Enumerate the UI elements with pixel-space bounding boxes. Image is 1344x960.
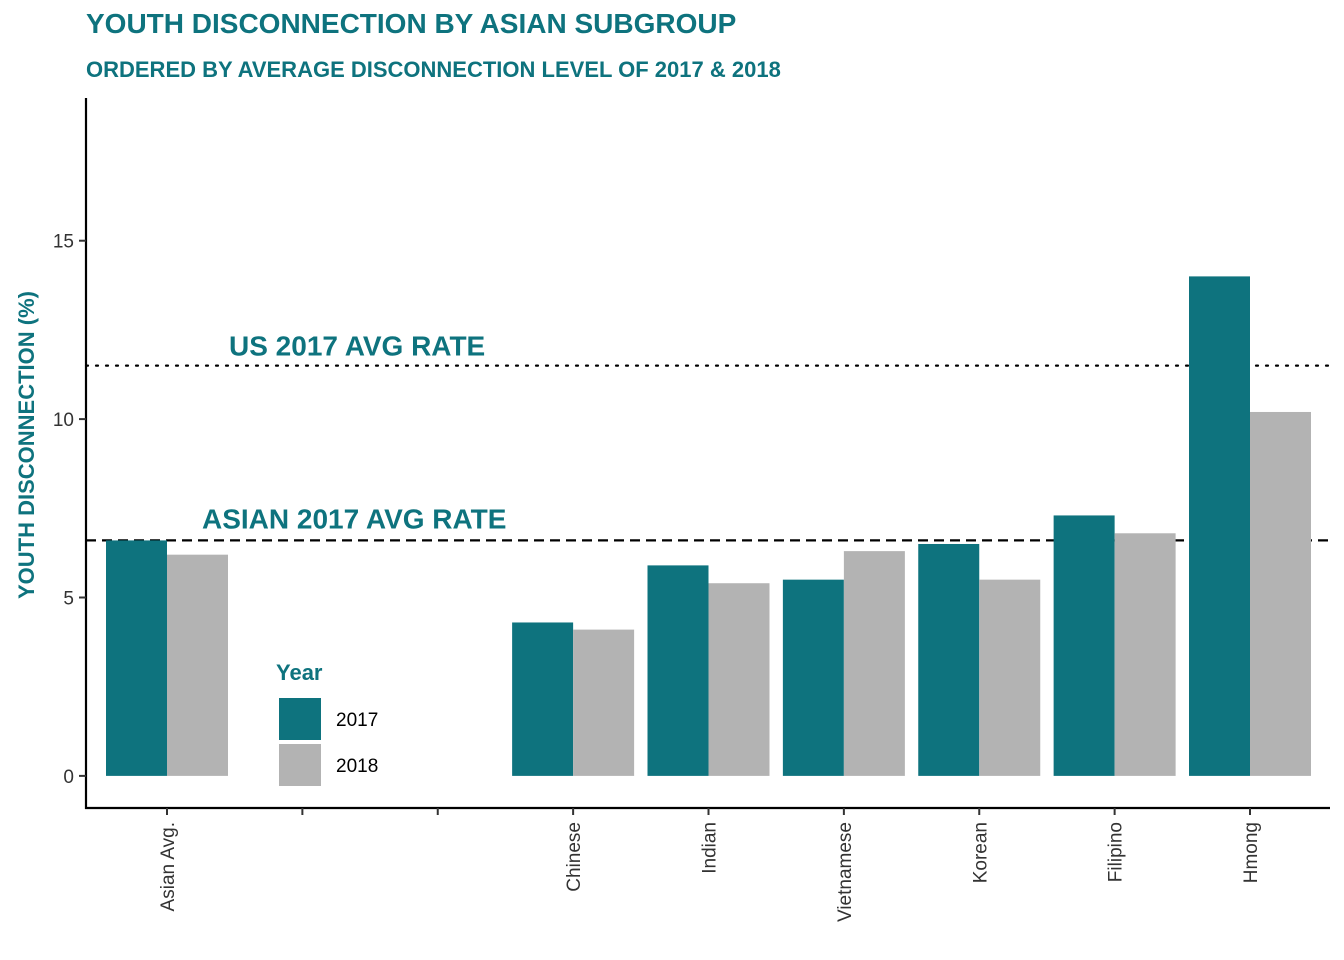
bar-2017-asian-avg- <box>106 540 167 776</box>
legend-title: Year <box>276 660 323 685</box>
y-tick-label: 0 <box>63 767 74 788</box>
bar-2018-filipino <box>1114 533 1176 776</box>
bar-2017-indian <box>647 565 709 776</box>
x-tick-label: Indian <box>700 822 721 874</box>
x-tick-label: Hmong <box>1241 822 1262 883</box>
bar-2018-vietnamese <box>843 551 905 776</box>
bar-2017-hmong <box>1189 276 1250 776</box>
bar-2018-asian-avg- <box>167 554 228 776</box>
chart-title: YOUTH DISCONNECTION BY ASIAN SUBGROUP <box>86 8 737 39</box>
bar-2017-chinese <box>512 622 574 776</box>
legend-label-2017: 2017 <box>336 710 378 731</box>
bar-2018-korean <box>979 579 1041 776</box>
legend-key-2018 <box>279 744 321 786</box>
x-tick-label: Chinese <box>564 822 585 892</box>
ref-label-asian-avg: ASIAN 2017 AVG RATE <box>202 503 506 534</box>
chart-subtitle: ORDERED BY AVERAGE DISCONNECTION LEVEL O… <box>86 57 781 82</box>
bar-2018-hmong <box>1250 411 1311 776</box>
x-tick-label: Asian Avg. <box>158 822 179 911</box>
y-tick-label: 15 <box>53 232 74 253</box>
bar-2017-filipino <box>1053 515 1115 776</box>
y-tick-label: 10 <box>53 410 74 431</box>
y-axis-label: YOUTH DISCONNECTION (%) <box>14 291 39 599</box>
bar-2017-vietnamese <box>782 579 844 776</box>
x-tick-label: Korean <box>970 822 991 883</box>
y-tick-label: 5 <box>63 588 74 609</box>
bar-2018-chinese <box>573 629 635 776</box>
bar-2017-korean <box>918 543 980 776</box>
legend-key-2017 <box>279 698 321 740</box>
bar-2018-indian <box>708 583 770 776</box>
x-tick-label: Vietnamese <box>835 822 856 922</box>
ref-label-us-avg: US 2017 AVG RATE <box>229 331 485 362</box>
x-tick-label: Filipino <box>1106 822 1127 882</box>
legend-label-2018: 2018 <box>336 756 378 777</box>
